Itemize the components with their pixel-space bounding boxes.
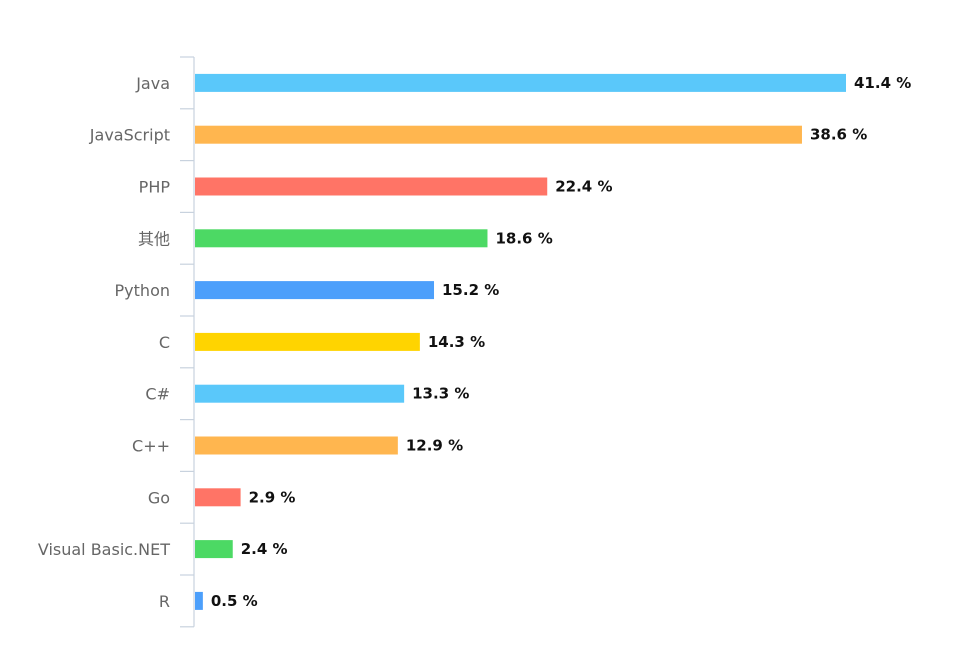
value-label: 12.9 % <box>406 437 463 455</box>
category-label: JavaScript <box>89 126 170 145</box>
bar-3 <box>195 229 488 248</box>
category-label: Visual Basic.NET <box>38 540 170 559</box>
category-label: PHP <box>139 178 171 197</box>
value-label: 13.3 % <box>412 385 469 403</box>
bar-6 <box>195 384 405 403</box>
value-label: 15.2 % <box>442 281 499 299</box>
bar-5 <box>195 332 420 351</box>
category-label: Python <box>115 281 170 300</box>
value-label: 22.4 % <box>555 178 612 196</box>
value-label: 2.4 % <box>241 540 288 558</box>
value-labels: 41.4 % 38.6 % 22.4 % 18.6 % 15.2 % 14.3 % 13.3… <box>211 74 911 610</box>
bar-9 <box>195 540 233 559</box>
value-label: 0.5 % <box>211 592 258 610</box>
category-label: C# <box>145 385 170 404</box>
bar-2 <box>195 177 548 196</box>
category-label: R <box>159 592 170 611</box>
bar-0 <box>195 73 846 92</box>
category-label: C++ <box>132 437 170 456</box>
bar-7 <box>195 436 398 455</box>
bars-group <box>195 73 846 610</box>
bar-10 <box>195 591 203 610</box>
category-label: Java <box>135 74 170 93</box>
value-label: 41.4 % <box>854 74 911 92</box>
bar-1 <box>195 125 802 144</box>
y-axis <box>180 56 195 628</box>
category-label: C <box>159 333 170 352</box>
value-label: 18.6 % <box>495 229 552 247</box>
value-label: 2.9 % <box>249 488 296 506</box>
category-label: 其他 <box>138 229 170 248</box>
category-labels: Java JavaScript PHP 其他 Python C C# C++ Go Visual … <box>38 74 171 611</box>
value-label: 38.6 % <box>810 126 867 144</box>
bar-8 <box>195 488 241 507</box>
bar-4 <box>195 281 435 300</box>
value-label: 14.3 % <box>428 333 485 351</box>
category-label: Go <box>148 488 170 507</box>
